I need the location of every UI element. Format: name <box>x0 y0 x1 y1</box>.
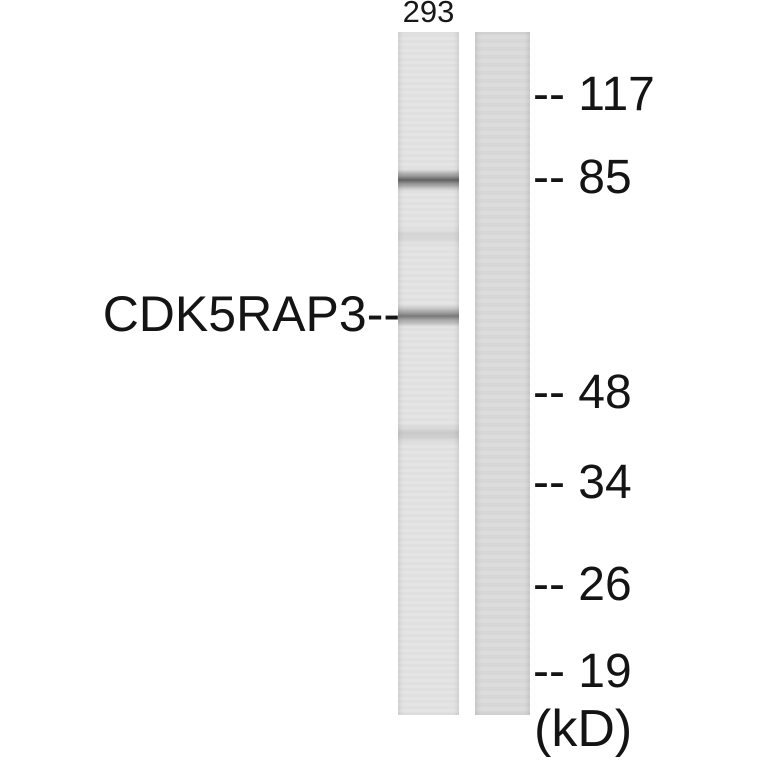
mw-marker-48: -- 48 <box>533 366 632 419</box>
mw-marker-85: -- 85 <box>533 151 632 204</box>
mw-marker-117: -- 117 <box>533 68 655 121</box>
mw-marker-34: -- 34 <box>533 456 632 509</box>
band-85kd <box>398 169 459 191</box>
unit-label-kd: (kD) <box>534 700 633 758</box>
lane-header-293: 293 <box>402 0 455 29</box>
blot-lane-1 <box>398 32 459 715</box>
band-cdk5rap3 <box>398 305 459 327</box>
mw-marker-26: -- 26 <box>533 558 632 611</box>
mw-marker-19: -- 19 <box>533 645 632 698</box>
band-faint-lower <box>398 424 459 444</box>
band-faint-upper <box>398 227 459 245</box>
protein-label-cdk5rap3: CDK5RAP3-- <box>102 286 400 342</box>
blot-lane-2 <box>475 32 530 715</box>
